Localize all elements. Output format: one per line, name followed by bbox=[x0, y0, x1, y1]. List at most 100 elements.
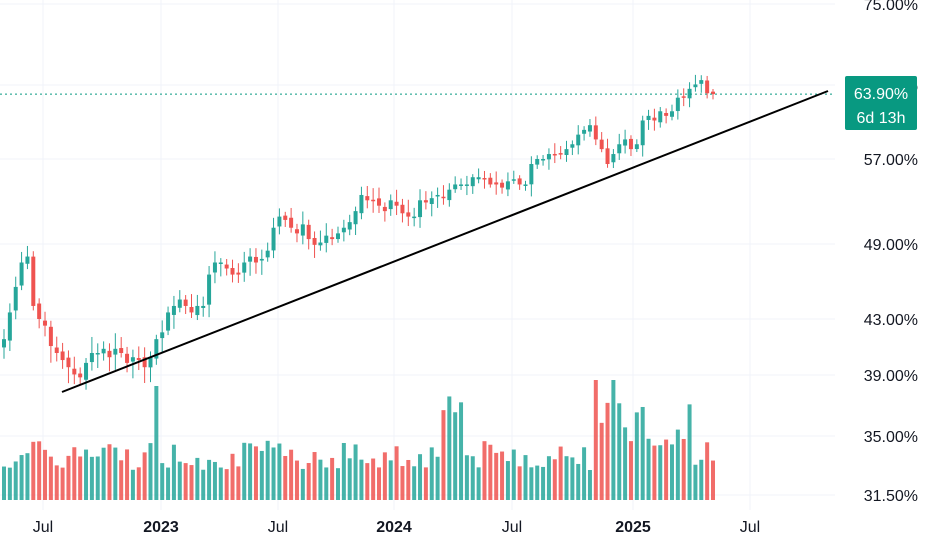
volume-bar bbox=[593, 380, 598, 500]
candle-body bbox=[330, 237, 335, 240]
candle-body bbox=[43, 320, 48, 326]
candle-body bbox=[412, 216, 417, 219]
volume-bar bbox=[341, 442, 346, 500]
x-tick-label: Jul bbox=[33, 519, 53, 536]
volume-bar bbox=[599, 422, 604, 500]
candle-body bbox=[207, 274, 212, 305]
candle-body bbox=[576, 134, 581, 146]
candle-body bbox=[130, 357, 135, 362]
trendline bbox=[61, 90, 829, 393]
volume-bar bbox=[60, 467, 65, 500]
x-tick-label: 2023 bbox=[143, 519, 179, 536]
volume-bar bbox=[406, 459, 411, 500]
volume-bar bbox=[476, 467, 481, 500]
volume-bar bbox=[628, 441, 633, 500]
candle-body bbox=[705, 80, 710, 94]
candle-body bbox=[658, 111, 663, 123]
candle-body bbox=[634, 144, 639, 150]
candle-body bbox=[177, 299, 182, 308]
candle-body bbox=[136, 358, 141, 361]
volume-bar bbox=[681, 438, 686, 500]
candle-body bbox=[599, 139, 604, 150]
price-badge-price: 63.90% bbox=[854, 86, 908, 103]
volume-bar bbox=[541, 466, 546, 500]
candle-body bbox=[37, 303, 42, 319]
x-tick-label: Jul bbox=[268, 519, 288, 536]
candle-body bbox=[7, 312, 12, 341]
volume-bar bbox=[306, 463, 311, 500]
volume-bar bbox=[388, 460, 393, 500]
volume-bar bbox=[283, 455, 288, 500]
volume-bar bbox=[113, 447, 118, 500]
volume-bar bbox=[189, 465, 194, 500]
volume-bar bbox=[347, 458, 352, 500]
candle-body bbox=[113, 348, 118, 355]
volume-bar bbox=[84, 449, 89, 500]
volume-bar bbox=[166, 467, 171, 500]
volume-bar bbox=[318, 459, 323, 500]
candle-body bbox=[388, 200, 393, 210]
volume-bar bbox=[511, 449, 516, 500]
candle-body bbox=[476, 177, 481, 180]
volume-bar bbox=[423, 467, 428, 500]
candle-body bbox=[640, 120, 645, 146]
candle-body bbox=[511, 179, 516, 181]
volume-bar bbox=[435, 456, 440, 500]
candle-body bbox=[230, 268, 235, 275]
volume-bar bbox=[640, 406, 645, 500]
volume-bar bbox=[687, 404, 692, 500]
candle-body bbox=[48, 326, 53, 347]
candle-body bbox=[693, 84, 698, 88]
candle-body bbox=[359, 194, 364, 214]
volume-bar bbox=[218, 467, 223, 500]
volume-bar bbox=[54, 465, 59, 500]
y-tick-label: 31.50% bbox=[864, 488, 918, 505]
volume-bar bbox=[72, 447, 77, 500]
candle-body bbox=[13, 286, 18, 311]
grid bbox=[0, 0, 835, 510]
volume-bar bbox=[429, 447, 434, 500]
candle-body bbox=[406, 212, 411, 217]
volume-bar bbox=[664, 439, 669, 500]
volume-bar bbox=[125, 449, 130, 500]
volume-bar bbox=[505, 461, 510, 500]
volume-bar bbox=[494, 452, 499, 500]
volume-bar bbox=[2, 466, 6, 500]
candle-body bbox=[628, 138, 633, 150]
volume-bar bbox=[535, 465, 540, 500]
candle-body bbox=[400, 204, 405, 214]
volume-bar bbox=[183, 463, 188, 500]
volume-bar bbox=[48, 456, 53, 500]
candle-body bbox=[699, 80, 704, 84]
volume-bar bbox=[101, 447, 106, 500]
candle-body bbox=[236, 272, 241, 275]
candle-body bbox=[318, 242, 323, 246]
candle-body bbox=[711, 91, 715, 95]
volume-bar bbox=[289, 449, 294, 500]
volume-bar bbox=[412, 466, 417, 500]
volume-bar bbox=[37, 441, 42, 500]
volume-bar bbox=[611, 380, 616, 500]
volume-bar bbox=[570, 457, 575, 500]
candle-body bbox=[552, 153, 557, 156]
volume-bar bbox=[365, 463, 370, 500]
candle-body bbox=[154, 339, 159, 359]
volume-bar bbox=[699, 459, 704, 500]
volume-bar bbox=[335, 468, 340, 500]
volume-bar bbox=[148, 443, 153, 500]
candle-body bbox=[535, 159, 540, 165]
candle-body bbox=[418, 200, 423, 218]
volume-bar bbox=[19, 455, 24, 500]
volume-bar bbox=[359, 459, 364, 500]
price-badge-countdown: 6d 13h bbox=[857, 110, 906, 127]
volume-bar bbox=[488, 444, 493, 500]
y-tick-label: 35.00% bbox=[864, 429, 918, 446]
candle-body bbox=[564, 149, 569, 156]
candle-body bbox=[541, 159, 546, 161]
candle-body bbox=[617, 144, 622, 154]
volume-bar bbox=[675, 429, 680, 500]
volume-bar bbox=[224, 469, 229, 500]
volume-bar bbox=[177, 461, 182, 500]
